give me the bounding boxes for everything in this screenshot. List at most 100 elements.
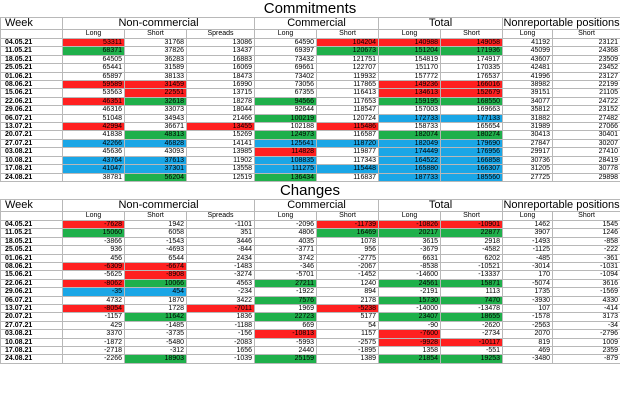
value-cell: 43764 <box>62 155 125 166</box>
value-cell: 456 <box>62 253 125 263</box>
value-cell: -4582 <box>440 245 504 255</box>
value-cell: 94566 <box>254 96 318 107</box>
value-cell: 108835 <box>254 155 318 166</box>
week-cell: 22.06.21 <box>0 96 63 107</box>
value-cell: 956 <box>316 245 380 255</box>
value-cell: -1493 <box>502 236 554 247</box>
value-cell: 179690 <box>440 138 504 149</box>
week-cell: 08.06.21 <box>0 261 63 272</box>
week-cell: 06.07.21 <box>0 113 63 124</box>
table-row: 06.07.21 51048 34943 21466 100219 120724 17273… <box>0 113 620 124</box>
value-cell: 429 <box>62 320 125 331</box>
value-cell: 2918 <box>440 236 504 247</box>
value-cell: 73402 <box>254 71 318 82</box>
week-cell: 25.05.21 <box>0 245 63 255</box>
value-cell: -8908 <box>124 270 187 280</box>
value-cell: 114828 <box>254 147 318 157</box>
value-cell: 185560 <box>440 172 504 182</box>
value-cell: -414 <box>552 303 620 314</box>
value-cell: 1728 <box>124 303 187 314</box>
value-cell: 6202 <box>440 253 504 263</box>
value-cell: -1922 <box>254 287 318 297</box>
value-cell: 151204 <box>378 46 442 56</box>
value-cell: -1125 <box>502 245 554 255</box>
value-cell: -2575 <box>316 337 380 348</box>
value-cell: 22723 <box>254 312 318 322</box>
value-cell: 180274 <box>440 130 504 140</box>
value-cell: 118547 <box>316 105 380 115</box>
value-cell: -361 <box>552 253 620 263</box>
value-cell: 107 <box>502 303 554 314</box>
value-cell: 31589 <box>124 63 187 73</box>
subheader: Long <box>502 210 554 221</box>
week-cell: 20.07.21 <box>0 312 63 322</box>
value-cell: 33073 <box>124 105 187 115</box>
value-cell: 28419 <box>552 155 620 166</box>
value-cell: 171936 <box>440 46 504 56</box>
value-cell: 140988 <box>378 37 442 48</box>
value-cell: 18903 <box>124 354 187 364</box>
value-cell: 23127 <box>552 71 620 82</box>
value-cell: 120673 <box>316 46 380 56</box>
value-cell: 1656 <box>185 345 256 356</box>
value-cell: 164522 <box>378 155 442 166</box>
subheader: Long <box>502 29 554 39</box>
week-cell: 04.05.21 <box>0 37 63 48</box>
value-cell: 1870 <box>124 295 187 305</box>
value-cell: 2178 <box>316 295 380 305</box>
value-cell: 23407 <box>378 312 442 322</box>
value-cell: -11739 <box>316 219 380 230</box>
subheader: Long <box>62 29 125 39</box>
week-cell: 29.06.21 <box>0 105 63 115</box>
value-cell: 11902 <box>185 155 256 166</box>
value-cell: 15871 <box>440 278 504 289</box>
table-row: 10.08.21 -1872 -5480 -2083 -5993 -2575 -9928 -1… <box>0 337 620 348</box>
value-cell: 159195 <box>378 96 442 107</box>
value-cell: -2563 <box>502 320 554 331</box>
table-row: 10.08.21 43764 37613 11902 108835 117343 16452… <box>0 155 620 166</box>
value-cell: 15269 <box>185 130 256 140</box>
value-cell: -844 <box>185 245 256 255</box>
value-cell: 64590 <box>254 37 318 48</box>
value-cell: 20217 <box>378 228 442 238</box>
value-cell: 43093 <box>124 147 187 157</box>
value-cell: 2440 <box>254 345 318 356</box>
value-cell: 16990 <box>185 80 256 90</box>
value-cell: 165880 <box>378 164 442 174</box>
value-cell: 34943 <box>124 113 187 124</box>
value-cell: 48313 <box>124 130 187 140</box>
value-cell: 152679 <box>440 88 504 98</box>
value-cell: 1545 <box>552 219 620 230</box>
week-cell: 06.07.21 <box>0 295 63 305</box>
value-cell: 3370 <box>62 329 125 339</box>
value-cell: 182074 <box>378 130 442 140</box>
value-cell: 936 <box>62 245 125 255</box>
value-cell: -3480 <box>502 354 554 364</box>
table-row: 29.06.21 46316 33073 18044 92644 118547 157003… <box>0 105 620 115</box>
week-cell: 18.05.21 <box>0 54 63 65</box>
week-header: Week <box>0 198 63 212</box>
value-cell: 469 <box>502 345 554 356</box>
value-cell: 174917 <box>440 54 504 65</box>
week-subheader <box>0 210 63 221</box>
value-cell: -5701 <box>254 270 318 280</box>
value-cell: 22199 <box>552 80 620 90</box>
value-cell: -35 <box>62 287 125 297</box>
value-cell: 13455 <box>185 122 256 132</box>
table-row: 27.07.21 42266 46828 14141 125641 118720 18204… <box>0 138 620 149</box>
value-cell: 157003 <box>378 105 442 115</box>
value-cell: 30736 <box>502 155 554 166</box>
table-row: 04.05.21 53311 31768 13086 64590 104204 140988… <box>0 37 620 48</box>
value-cell: -1452 <box>316 270 380 280</box>
value-cell: 21466 <box>185 113 256 124</box>
value-cell: 2070 <box>502 329 554 339</box>
changes-title: Changes <box>279 181 341 199</box>
value-cell: 117653 <box>316 96 380 107</box>
value-cell: 819 <box>502 337 554 348</box>
table-row: 13.07.21 42994 36671 13455 102188 115486 15873… <box>0 122 620 132</box>
value-cell: 15730 <box>378 295 442 305</box>
value-cell: 42266 <box>62 138 125 149</box>
value-cell: -10901 <box>440 219 504 230</box>
table-row: 20.07.21 41838 48313 15269 124973 116587 18207… <box>0 130 620 140</box>
value-cell: 13715 <box>185 88 256 98</box>
